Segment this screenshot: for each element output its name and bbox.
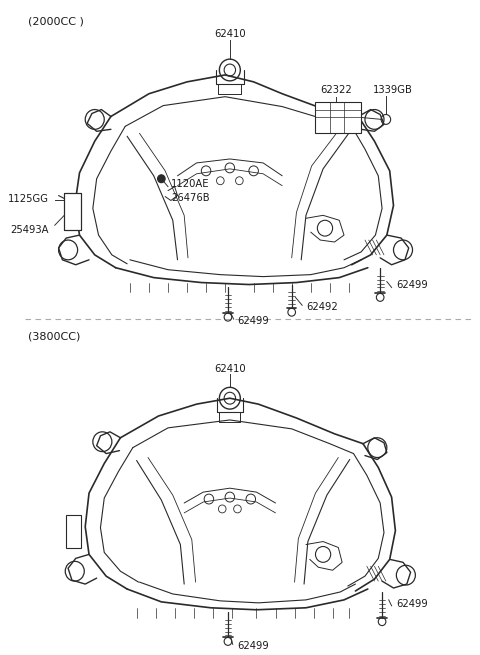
Text: 62492: 62492 [306,302,338,312]
Text: 62410: 62410 [214,364,246,373]
Text: (2000CC ): (2000CC ) [28,16,84,27]
Bar [64,193,82,230]
Text: 62499: 62499 [396,280,428,290]
Text: 1120AE: 1120AE [171,179,209,189]
Text: 1339GB: 1339GB [372,84,412,95]
Bar [315,102,361,133]
Text: 26476B: 26476B [171,193,209,202]
Text: 62499: 62499 [396,599,428,609]
Circle shape [157,175,165,183]
Text: 62499: 62499 [238,316,269,326]
Text: 1125GG: 1125GG [8,193,49,204]
Text: 62322: 62322 [320,84,352,95]
Text: 62499: 62499 [238,641,269,651]
Bar [66,515,82,548]
Text: (3800CC): (3800CC) [28,332,81,342]
Text: 62410: 62410 [214,29,246,39]
Text: 25493A: 25493A [11,225,49,235]
